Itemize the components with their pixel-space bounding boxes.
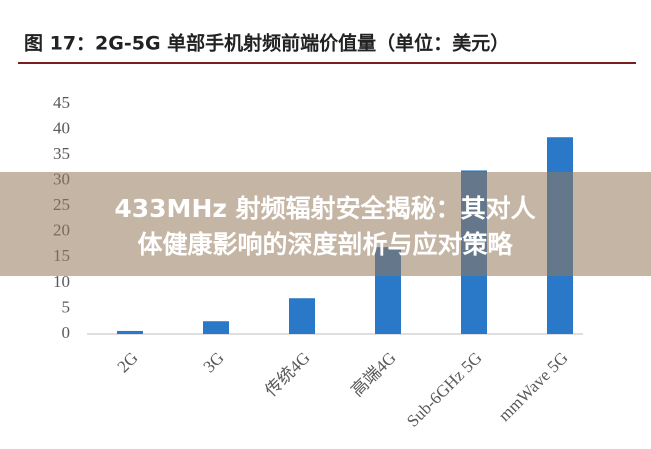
x-tick-label: mmWave 5G bbox=[495, 348, 572, 425]
x-tick-label: 高端4G bbox=[347, 348, 399, 400]
x-tick-label: Sub-6GHz 5G bbox=[403, 348, 486, 431]
bar bbox=[289, 298, 315, 334]
y-tick-label: 40 bbox=[53, 118, 70, 137]
bar bbox=[203, 321, 229, 334]
x-tick-label: 传统4G bbox=[261, 348, 313, 400]
banner-text: 体健康影响的深度剖析与应对策略 bbox=[137, 230, 513, 259]
y-tick-label: 45 bbox=[53, 93, 70, 112]
chart-title: 图 17：2G-5G 单部手机射频前端价值量（单位：美元） bbox=[24, 32, 509, 55]
y-tick-label: 35 bbox=[53, 144, 70, 163]
y-tick-label: 10 bbox=[53, 272, 70, 291]
y-tick-label: 0 bbox=[62, 323, 71, 342]
x-tick-label: 2G bbox=[113, 348, 141, 376]
y-tick-label: 5 bbox=[62, 297, 71, 316]
x-tick-label: 3G bbox=[199, 348, 227, 376]
bar bbox=[117, 330, 143, 334]
banner-text: 433MHz 射频辐射安全揭秘：其对人 bbox=[114, 194, 535, 223]
banner-bg bbox=[0, 172, 651, 276]
